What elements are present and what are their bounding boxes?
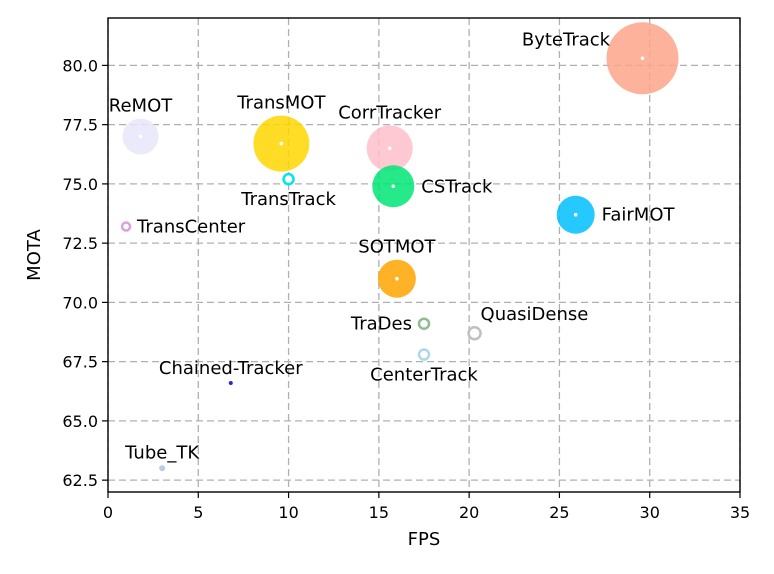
label-cstrack: CSTrack (421, 176, 493, 197)
point-center-sotmot (395, 276, 399, 281)
y-tick-label: 62.5 (62, 471, 98, 490)
plot-frame (107, 17, 741, 493)
point-quasidense (467, 325, 482, 341)
point-center-cstrack (391, 184, 396, 189)
point-center-remot (138, 134, 143, 139)
y-tick-label: 77.5 (62, 116, 98, 135)
label-transcenter: TransCenter (136, 217, 246, 238)
label-trades: TraDes (350, 314, 412, 335)
axis-ticks: 0 5 10 15 20 25 30 35 62.5 65.0 67.5 70.0 72.5 75.0 77… (62, 56, 750, 522)
label-transmot: TransMOT (236, 93, 326, 114)
label-transtrack: TransTrack (240, 189, 336, 210)
label-fairmot: FairMOT (602, 205, 676, 226)
x-tick-label: 30 (640, 503, 660, 522)
label-remot: ReMOT (109, 96, 173, 117)
y-tick-label: 65.0 (62, 412, 98, 431)
point-centertrack (417, 348, 431, 361)
y-tick-label: 70.0 (62, 293, 98, 312)
point-transcenter (120, 221, 132, 232)
label-quasidense: QuasiDense (481, 304, 589, 325)
point-center-fairmot (573, 212, 578, 217)
y-axis-label: MOTA (24, 229, 45, 281)
point-tube-tk (159, 465, 166, 472)
x-axis-label: FPS (408, 529, 441, 550)
data-labels: ByteTrack ReMOT TransMOT CorrTracker TransTr… (109, 30, 676, 464)
point-chained-tracker (228, 380, 233, 385)
x-tick-label: 15 (369, 503, 389, 522)
x-tick-label: 0 (103, 503, 113, 522)
x-tick-label: 20 (459, 503, 479, 522)
y-tick-label: 67.5 (62, 353, 98, 372)
x-tick-label: 10 (278, 503, 298, 522)
point-center-transmot (279, 141, 284, 146)
label-chained-tracker: Chained-Tracker (159, 358, 303, 379)
data-points (120, 22, 679, 472)
x-tick-label: 5 (193, 503, 203, 522)
x-tick-label: 25 (549, 503, 569, 522)
y-tick-label: 80.0 (62, 56, 98, 75)
point-center-corrtracker (387, 146, 392, 151)
label-tube-tk: Tube_TK (124, 442, 200, 463)
label-corrtracker: CorrTracker (338, 102, 442, 123)
label-bytetrack: ByteTrack (522, 30, 611, 51)
point-trades (417, 317, 431, 330)
point-transtrack (282, 172, 295, 186)
label-centertrack: CenterTrack (370, 365, 478, 386)
y-tick-label: 72.5 (62, 234, 98, 253)
point-center-bytetrack (640, 56, 645, 61)
label-sotmot: SOTMOT (358, 237, 436, 258)
y-tick-label: 75.0 (62, 175, 98, 194)
x-tick-label: 35 (730, 503, 750, 522)
